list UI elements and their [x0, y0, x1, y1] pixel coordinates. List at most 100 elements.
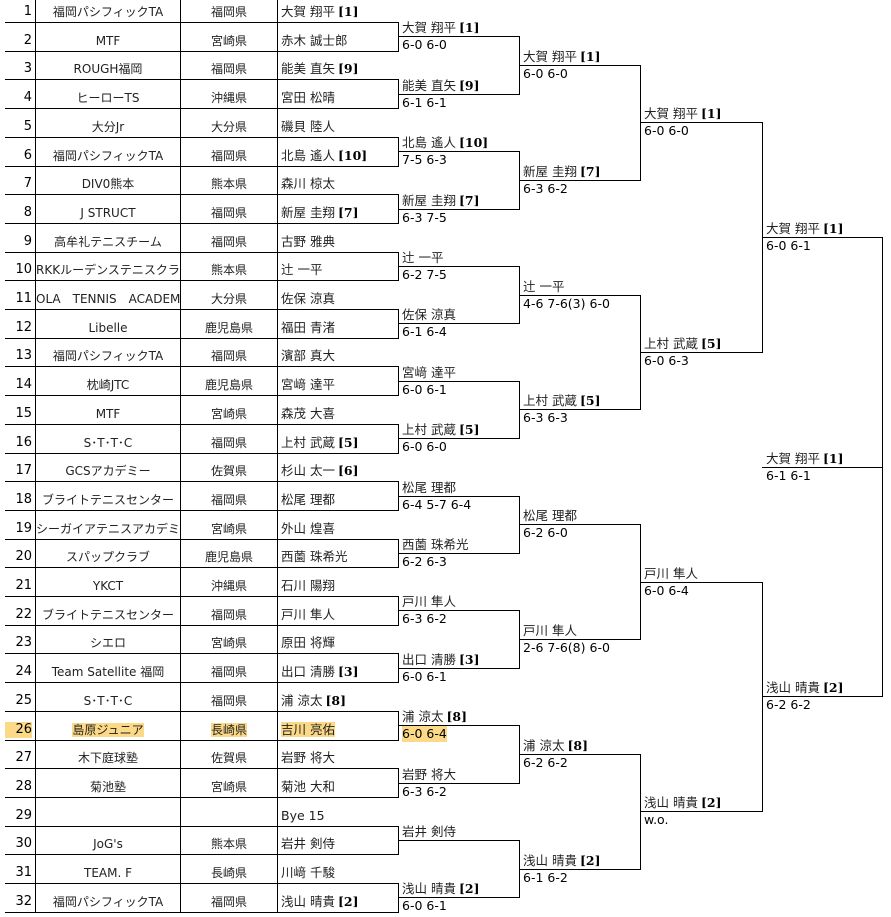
winner-name-text: 大賀 翔平	[766, 221, 820, 236]
match-score: 6-3 6-2	[402, 784, 447, 799]
player-name-text: 岩野 将大	[281, 750, 335, 766]
prefecture: 鹿児島県	[181, 549, 277, 565]
seed-badge: [5]	[579, 393, 601, 408]
player-name: 出口 清勝 [3]	[281, 664, 398, 680]
seed-badge: [9]	[458, 78, 480, 93]
club-name: シーガイアテニスアカデミー	[36, 521, 180, 537]
prefecture: 大分県	[181, 291, 277, 307]
player-name-text: 岩井 剣侍	[281, 836, 335, 852]
winner-name: 浦 涼太 [8]	[523, 738, 588, 754]
entry-number: 10	[15, 262, 32, 278]
winner-name-text: 北島 遙人	[402, 135, 456, 150]
player-name-text: 浦 涼太	[281, 692, 323, 708]
seed-badge: [2]	[579, 853, 601, 868]
entry-number: 1	[23, 4, 32, 19]
prefecture-text: 宮崎県	[210, 33, 247, 48]
winner-name: 上村 武蔵 [5]	[402, 422, 480, 438]
prefecture-text: 福岡県	[210, 148, 247, 163]
row-border	[5, 596, 399, 597]
row-border	[5, 366, 399, 367]
winner-name-text: 松尾 理都	[523, 508, 577, 523]
seed-badge: [3]	[337, 664, 359, 680]
match-score: 6-1 6-1	[766, 468, 811, 483]
prefecture: 福岡県	[181, 348, 277, 364]
match-score: 6-0 6-0	[644, 123, 689, 138]
winner-name: 浅山 晴貴 [2]	[402, 881, 480, 897]
player-name-text: 宮田 松晴	[281, 90, 335, 106]
winner-line	[762, 696, 883, 697]
winner-name: 戸川 隼人	[644, 566, 698, 582]
winner-name-text: 能美 直矢	[402, 78, 456, 93]
club-text: 島原ジュニア	[72, 722, 144, 737]
winner-line	[398, 438, 520, 439]
seed-badge: [8]	[446, 709, 468, 724]
player-name-text: 松尾 理都	[281, 491, 335, 507]
club-text: 高牟礼テニスチーム	[54, 234, 162, 249]
bracket-connector	[398, 22, 399, 52]
club-name: YKCT	[36, 578, 180, 594]
club-text: 福岡パシフィックTA	[52, 148, 164, 163]
seed-badge: [6]	[337, 463, 359, 479]
player-name: 磯貝 陸人	[281, 119, 398, 135]
winner-line	[398, 897, 520, 898]
entry-number: 13	[15, 348, 32, 364]
winner-line	[398, 381, 520, 382]
winner-name-text: 大賀 翔平	[402, 20, 456, 35]
player-name-text: 石川 陽翔	[281, 578, 335, 593]
prefecture-text: 福岡県	[210, 665, 247, 680]
seed-badge: [2]	[700, 795, 722, 810]
winner-line	[398, 151, 520, 152]
winner-line	[398, 209, 520, 210]
player-name-text: 磯貝 陸人	[281, 118, 335, 134]
seed-badge: [1]	[822, 221, 844, 236]
match-score: 6-2 6-2	[523, 755, 568, 770]
row-border	[5, 682, 399, 683]
club-name: ブライトテニスセンター	[36, 607, 180, 623]
club-text: 木下庭球塾	[77, 751, 138, 766]
entry-number: 12	[15, 319, 32, 335]
prefecture-text: 長崎県	[210, 722, 247, 737]
player-name-text: 大賀 翔平	[281, 4, 335, 19]
prefecture-text: 宮崎県	[210, 636, 247, 651]
winner-name: 上村 武蔵 [5]	[523, 393, 601, 409]
player-name: 菊池 大和	[281, 779, 398, 795]
player-name: 大賀 翔平 [1]	[281, 4, 398, 20]
winner-name: 宮﨑 達平	[402, 365, 456, 381]
winner-name: 大賀 翔平 [1]	[766, 221, 844, 237]
club-text: ブライトテニスセンター	[41, 607, 174, 622]
winner-line	[398, 840, 520, 841]
club-name: 島原ジュニア	[36, 722, 180, 738]
club-name: 枕崎JTC	[36, 377, 180, 393]
winner-name-text: 浅山 晴貴	[523, 853, 577, 868]
winner-line	[640, 811, 763, 812]
entry-number: 11	[15, 291, 32, 306]
prefecture-text: 福岡県	[210, 435, 247, 450]
champion-name: 大賀 翔平 [1]	[766, 451, 844, 467]
entry-number: 28	[15, 778, 32, 794]
winner-line	[519, 524, 641, 525]
prefecture: 鹿児島県	[181, 320, 277, 336]
match-score: 6-0 6-4	[402, 726, 447, 742]
row-border	[5, 826, 399, 827]
club-text: ブライトテニスセンター	[41, 492, 174, 507]
player-name: 森茂 大喜	[281, 406, 398, 422]
club-name: 木下庭球塾	[36, 750, 180, 766]
winner-line	[519, 754, 641, 755]
player-name: 浅山 晴貴 [2]	[281, 894, 398, 910]
row-border	[5, 108, 399, 109]
player-name-text: 濱部 真大	[281, 348, 335, 364]
prefecture-text: 鹿児島県	[204, 550, 253, 565]
match-score: 6-0 6-1	[402, 669, 447, 684]
winner-name: 上村 武蔵 [5]	[644, 336, 722, 352]
winner-name-text: 浦 涼太	[402, 709, 444, 724]
player-name-text: 宮﨑 達平	[281, 377, 335, 393]
match-score: 6-3 6-2	[402, 611, 447, 626]
match-score: 6-0 6-0	[402, 439, 447, 454]
row-border	[5, 912, 399, 913]
winner-name-text: 上村 武蔵	[523, 393, 577, 408]
club-name: ブライトテニスセンター	[36, 492, 180, 508]
prefecture: 宮崎県	[181, 635, 277, 651]
club-name: 福岡パシフィックTA	[36, 894, 180, 910]
seed-badge: [1]	[822, 451, 844, 466]
club-text: 福岡パシフィックTA	[52, 894, 164, 909]
